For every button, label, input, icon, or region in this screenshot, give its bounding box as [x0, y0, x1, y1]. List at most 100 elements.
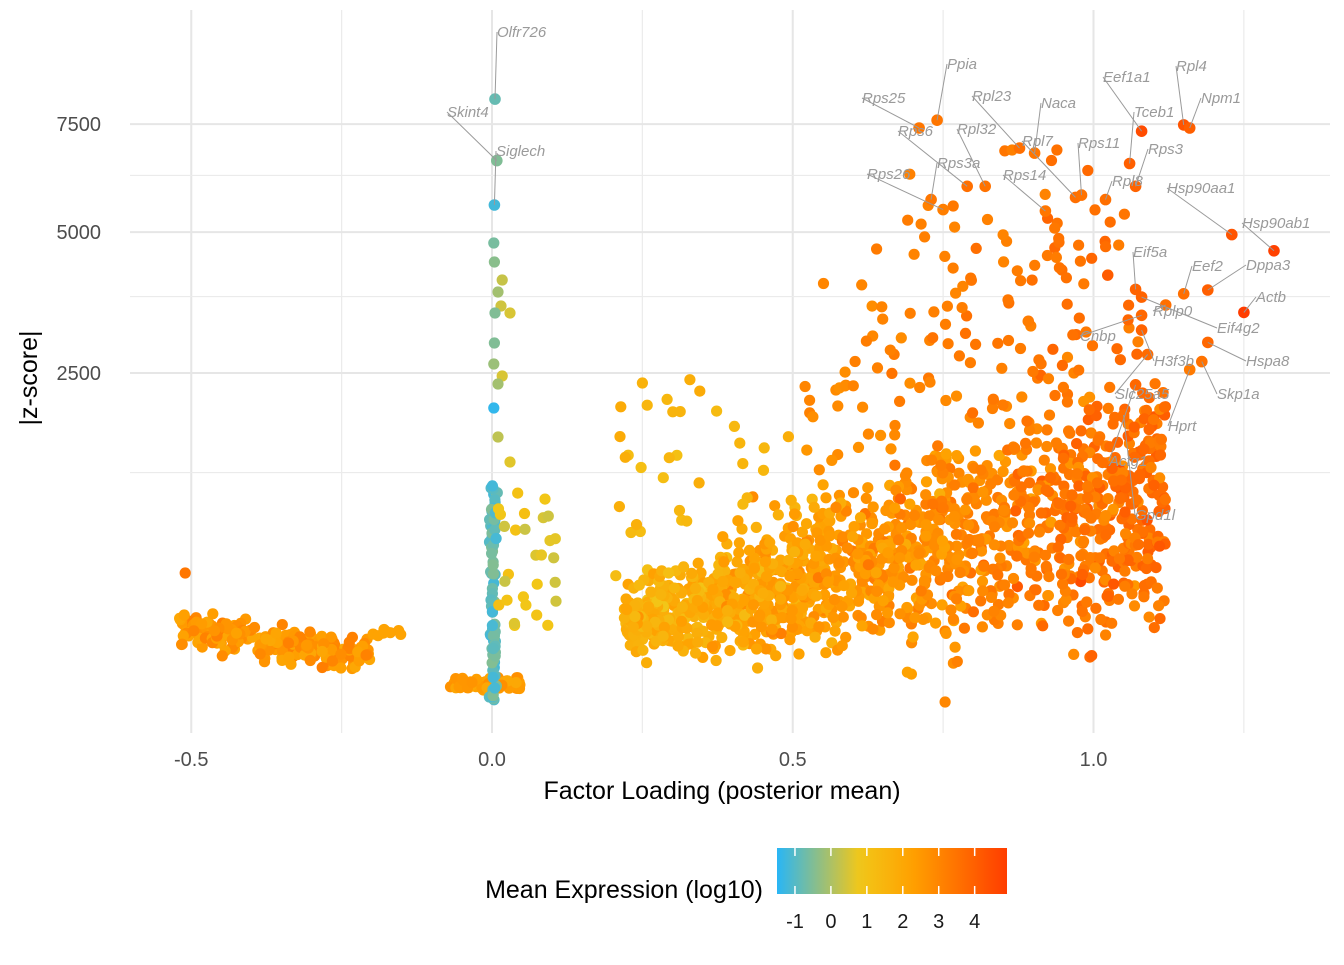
data-point: [793, 648, 805, 660]
data-point: [957, 280, 969, 292]
gene-label-leader: [1135, 148, 1149, 187]
data-point: [884, 344, 896, 356]
data-point: [942, 338, 954, 350]
data-point: [1107, 503, 1119, 515]
gene-label: Rps11: [1078, 135, 1120, 152]
data-point: [817, 277, 830, 290]
gene-label-leader: [1021, 140, 1076, 198]
data-point: [967, 407, 979, 419]
data-point: [1073, 480, 1085, 492]
data-point: [1112, 593, 1124, 605]
data-point: [989, 521, 1001, 533]
data-point: [855, 612, 867, 624]
data-point: [973, 534, 985, 546]
data-point: [879, 523, 891, 535]
gene-label-leader: [1132, 251, 1137, 290]
data-point: [1045, 154, 1058, 167]
data-point: [927, 332, 939, 344]
data-point: [504, 307, 516, 319]
data-point: [488, 256, 500, 268]
data-point: [813, 464, 825, 476]
data-point: [910, 559, 922, 571]
data-point: [752, 662, 764, 674]
data-point: [950, 528, 963, 540]
data-point: [784, 570, 796, 582]
data-point: [1070, 526, 1082, 538]
labeled-data-point: [1123, 157, 1136, 170]
data-point: [770, 650, 782, 662]
data-point: [304, 626, 316, 638]
data-point: [1033, 526, 1045, 538]
data-point: [535, 549, 548, 561]
data-point: [711, 405, 723, 417]
data-point: [950, 390, 963, 402]
data-point: [1003, 539, 1015, 552]
data-point: [905, 518, 917, 531]
data-point: [710, 654, 722, 667]
data-point: [731, 556, 743, 568]
data-point: [222, 623, 234, 635]
data-point: [935, 459, 947, 471]
data-point: [489, 307, 501, 319]
data-point: [1082, 623, 1094, 635]
data-point: [1095, 613, 1107, 626]
data-point: [1042, 373, 1055, 385]
data-point: [753, 610, 766, 623]
data-point: [1113, 553, 1126, 565]
data-point: [1003, 588, 1015, 600]
data-point: [833, 557, 845, 569]
data-point: [643, 601, 655, 613]
data-point: [908, 248, 920, 260]
data-point: [1010, 505, 1022, 517]
gene-label-leader: [956, 128, 986, 187]
data-point: [1118, 208, 1130, 220]
data-point: [846, 587, 858, 599]
data-point: [1086, 340, 1099, 352]
data-point: [889, 502, 901, 514]
data-point: [776, 612, 788, 624]
data-point: [826, 454, 838, 466]
data-point: [852, 548, 864, 560]
data-point: [759, 556, 772, 568]
data-point: [1143, 423, 1155, 436]
data-point: [867, 501, 879, 513]
data-point: [686, 567, 698, 580]
data-point: [1043, 571, 1055, 583]
data-point: [1122, 554, 1134, 566]
data-point: [304, 654, 316, 667]
data-point: [1081, 507, 1093, 520]
data-point: [1033, 354, 1045, 366]
data-point: [520, 599, 532, 611]
data-point: [490, 532, 502, 545]
data-point: [1038, 454, 1050, 466]
data-point: [782, 431, 795, 443]
data-point: [871, 362, 884, 374]
data-point: [1134, 469, 1146, 481]
gene-label: Skp1a: [1217, 386, 1260, 403]
data-point: [808, 501, 820, 513]
data-point: [1061, 396, 1073, 408]
data-point: [1039, 188, 1051, 200]
data-point: [814, 534, 826, 546]
data-point: [1081, 596, 1093, 608]
data-point: [760, 571, 773, 583]
data-point: [1154, 613, 1166, 625]
gene-label: Eif4g2: [1217, 320, 1260, 337]
data-point: [1057, 578, 1069, 590]
data-point: [1014, 342, 1027, 355]
data-point: [799, 538, 811, 550]
gene-label: Rps14: [1003, 167, 1046, 184]
data-point: [1143, 611, 1155, 623]
data-point: [959, 504, 972, 516]
data-point: [1006, 517, 1019, 529]
gene-label-leader: [1079, 314, 1142, 337]
data-point: [877, 595, 889, 607]
data-point: [837, 531, 849, 543]
data-point: [335, 662, 347, 674]
data-point: [694, 385, 706, 397]
data-point: [509, 524, 522, 536]
data-point: [518, 507, 531, 520]
data-point: [832, 400, 844, 412]
data-point: [316, 645, 328, 658]
data-point: [893, 534, 905, 546]
